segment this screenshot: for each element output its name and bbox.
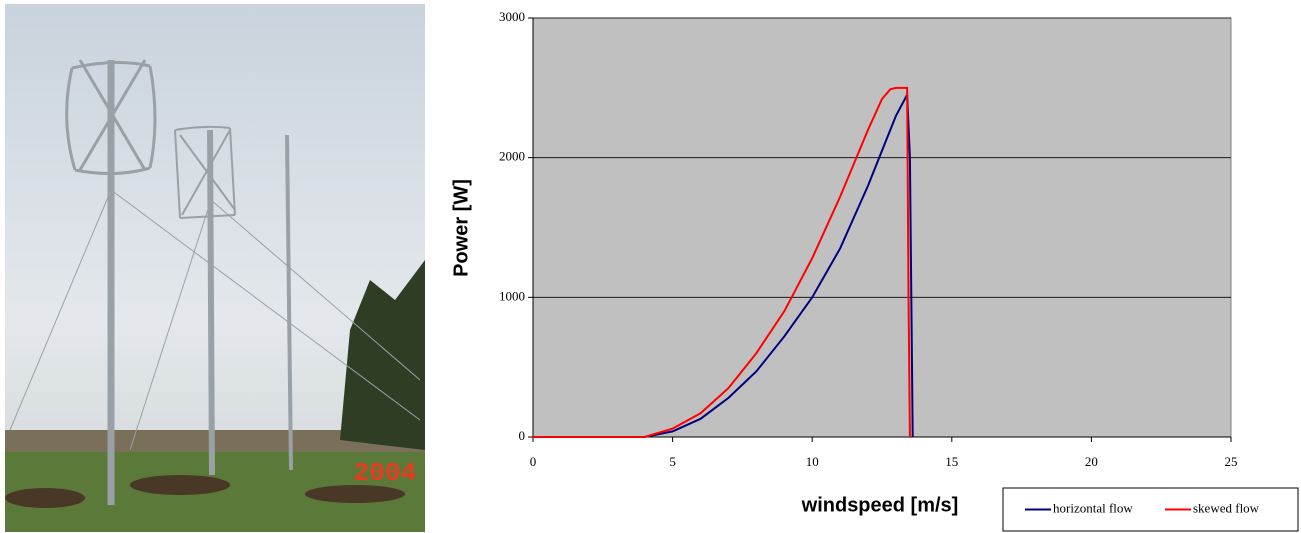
y-axis-label: Power [W] bbox=[450, 179, 472, 277]
y-tick-label: 1000 bbox=[499, 288, 525, 303]
line bbox=[533, 91, 914, 438]
x-tick-label: 10 bbox=[806, 454, 819, 469]
y-tick-label: 3000 bbox=[499, 9, 525, 24]
plot-area bbox=[532, 17, 1232, 438]
legend-label: skewed flow bbox=[1193, 500, 1260, 515]
y-tick-label: 0 bbox=[519, 428, 526, 443]
x-tick-label: 15 bbox=[945, 454, 958, 469]
x-tick-label: 25 bbox=[1225, 454, 1238, 469]
x-tick-label: 5 bbox=[669, 454, 676, 469]
legend-label: horizontal flow bbox=[1053, 500, 1133, 515]
photo: 2004 bbox=[5, 4, 425, 532]
legend bbox=[1002, 487, 1299, 532]
line bbox=[533, 86, 911, 438]
x-tick-label: 20 bbox=[1085, 454, 1098, 469]
photo-caption: 2004 bbox=[354, 458, 416, 488]
x-axis-label: windspeed [m/s] bbox=[801, 494, 959, 516]
x-tick-label: 0 bbox=[530, 454, 537, 469]
y-tick-label: 2000 bbox=[499, 149, 525, 164]
